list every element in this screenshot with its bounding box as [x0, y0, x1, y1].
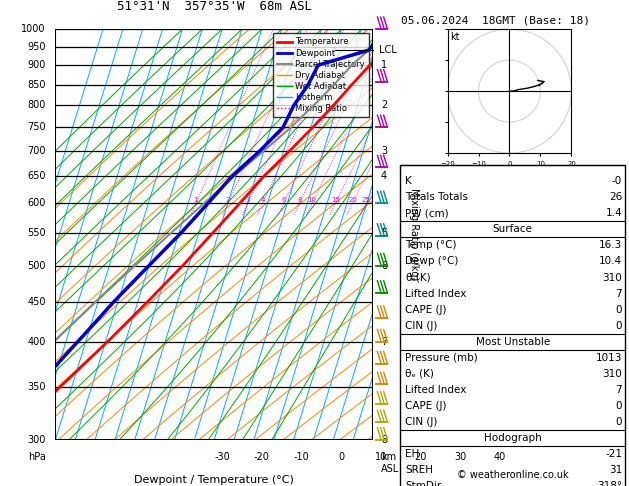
Text: 8: 8: [298, 197, 302, 204]
Text: Totals Totals: Totals Totals: [405, 192, 468, 202]
Text: 05.06.2024  18GMT (Base: 18): 05.06.2024 18GMT (Base: 18): [401, 16, 590, 26]
Text: 16.3: 16.3: [599, 241, 622, 250]
Text: 20: 20: [348, 197, 357, 204]
Text: 31: 31: [609, 465, 622, 475]
Text: 300: 300: [28, 435, 46, 445]
Text: 0: 0: [616, 401, 622, 411]
Text: K: K: [405, 176, 412, 186]
Text: 5: 5: [381, 228, 387, 238]
Text: 650: 650: [27, 171, 46, 181]
Text: 10: 10: [375, 452, 387, 462]
Text: 500: 500: [27, 260, 46, 271]
Text: 26: 26: [609, 192, 622, 202]
Text: 40: 40: [494, 452, 506, 462]
Text: 318°: 318°: [597, 481, 622, 486]
Text: 0: 0: [616, 305, 622, 314]
Text: 6: 6: [381, 260, 387, 271]
Text: © weatheronline.co.uk: © weatheronline.co.uk: [457, 470, 569, 480]
Text: 1.4: 1.4: [606, 208, 622, 218]
Text: PW (cm): PW (cm): [405, 208, 448, 218]
Text: 30: 30: [454, 452, 467, 462]
Legend: Temperature, Dewpoint, Parcel Trajectory, Dry Adiabat, Wet Adiabat, Isotherm, Mi: Temperature, Dewpoint, Parcel Trajectory…: [272, 34, 369, 117]
Text: -21: -21: [605, 449, 622, 459]
Text: 750: 750: [27, 122, 46, 132]
Text: 1: 1: [194, 197, 198, 204]
Text: 0: 0: [338, 452, 344, 462]
Text: 310: 310: [603, 369, 622, 379]
Text: Lifted Index: Lifted Index: [405, 289, 467, 298]
Text: SREH: SREH: [405, 465, 433, 475]
Text: 3: 3: [245, 197, 250, 204]
Text: Surface: Surface: [493, 225, 533, 234]
Text: Hodograph: Hodograph: [484, 433, 542, 443]
Text: 3: 3: [381, 146, 387, 156]
Text: 1: 1: [381, 60, 387, 70]
Text: CAPE (J): CAPE (J): [405, 305, 447, 314]
Text: θₑ(K): θₑ(K): [405, 273, 431, 282]
Text: 0: 0: [616, 417, 622, 427]
Text: -0: -0: [612, 176, 622, 186]
Text: StmDir: StmDir: [405, 481, 442, 486]
Text: 6: 6: [282, 197, 286, 204]
Text: 4: 4: [260, 197, 265, 204]
Text: 800: 800: [28, 100, 46, 110]
Text: 550: 550: [27, 228, 46, 238]
Text: 7: 7: [615, 385, 622, 395]
Text: 15: 15: [331, 197, 340, 204]
Text: 310: 310: [603, 273, 622, 282]
Text: CIN (J): CIN (J): [405, 321, 437, 330]
Text: Mixing Ratio (g/kg): Mixing Ratio (g/kg): [409, 189, 420, 280]
Text: Dewpoint / Temperature (°C): Dewpoint / Temperature (°C): [134, 475, 294, 485]
Text: 400: 400: [28, 337, 46, 347]
Text: CAPE (J): CAPE (J): [405, 401, 447, 411]
Text: 700: 700: [27, 146, 46, 156]
Text: 25: 25: [362, 197, 370, 204]
Text: 7: 7: [615, 289, 622, 298]
Text: 10: 10: [308, 197, 316, 204]
Text: 4: 4: [381, 171, 387, 181]
Text: θₑ (K): θₑ (K): [405, 369, 434, 379]
Text: 600: 600: [28, 198, 46, 208]
Text: EH: EH: [405, 449, 420, 459]
Text: CIN (J): CIN (J): [405, 417, 437, 427]
Text: 8: 8: [381, 435, 387, 445]
Text: 2: 2: [381, 100, 387, 110]
Text: Most Unstable: Most Unstable: [476, 337, 550, 347]
Text: Temp (°C): Temp (°C): [405, 241, 457, 250]
Text: 2: 2: [226, 197, 230, 204]
Text: 1013: 1013: [596, 353, 622, 363]
Text: 950: 950: [27, 42, 46, 52]
Text: 450: 450: [27, 296, 46, 307]
Text: Lifted Index: Lifted Index: [405, 385, 467, 395]
Text: LCL: LCL: [379, 45, 397, 55]
Text: km
ASL: km ASL: [381, 452, 399, 474]
Text: Dewp (°C): Dewp (°C): [405, 257, 459, 266]
Text: 900: 900: [28, 60, 46, 70]
Text: -10: -10: [294, 452, 309, 462]
Text: kt: kt: [450, 32, 460, 42]
Text: -30: -30: [214, 452, 230, 462]
Text: Pressure (mb): Pressure (mb): [405, 353, 478, 363]
Text: hPa: hPa: [28, 452, 46, 462]
Text: 20: 20: [415, 452, 427, 462]
Text: -20: -20: [254, 452, 270, 462]
Text: 7: 7: [381, 337, 387, 347]
Text: 0: 0: [616, 321, 622, 330]
Text: 51°31'N  357°35'W  68m ASL: 51°31'N 357°35'W 68m ASL: [116, 0, 312, 13]
Text: 350: 350: [27, 382, 46, 392]
Text: 1000: 1000: [21, 24, 46, 34]
Text: 10.4: 10.4: [599, 257, 622, 266]
Text: 850: 850: [27, 80, 46, 89]
